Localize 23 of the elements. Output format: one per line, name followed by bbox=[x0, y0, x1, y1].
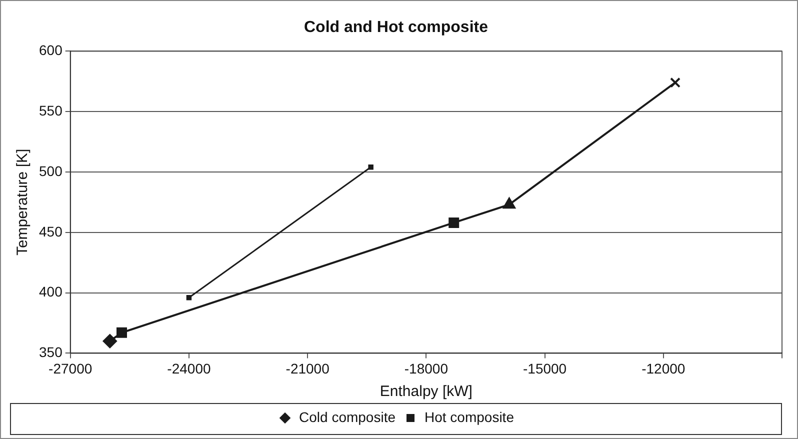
point bbox=[670, 77, 680, 88]
x-tick-label: -21000 bbox=[286, 360, 330, 376]
y-tick-label: 450 bbox=[39, 223, 63, 240]
x-axis-title: Enthalpy [kW] bbox=[380, 383, 472, 400]
point bbox=[503, 198, 516, 209]
y-tick-label: 600 bbox=[39, 42, 63, 58]
point bbox=[368, 164, 374, 170]
point bbox=[186, 295, 192, 300]
chart-title: Cold and Hot composite bbox=[304, 19, 488, 36]
point bbox=[448, 217, 460, 228]
legend-label: Cold composite bbox=[299, 408, 396, 425]
x-tick-label: -27000 bbox=[48, 360, 92, 376]
x-tick-label: -24000 bbox=[167, 360, 211, 376]
y-axis-title: Temperature [K] bbox=[14, 148, 32, 256]
y-tick-label: 550 bbox=[39, 102, 63, 118]
y-tick-label: 350 bbox=[39, 344, 63, 360]
x-tick-label: -15000 bbox=[522, 360, 567, 376]
x-tick-label: -12000 bbox=[642, 360, 686, 376]
x-tick-label: -18000 bbox=[404, 360, 448, 376]
point bbox=[116, 327, 127, 338]
legend-label: Hot composite bbox=[424, 408, 514, 425]
y-tick-label: 500 bbox=[39, 162, 63, 179]
y-tick-label: 400 bbox=[39, 284, 63, 300]
